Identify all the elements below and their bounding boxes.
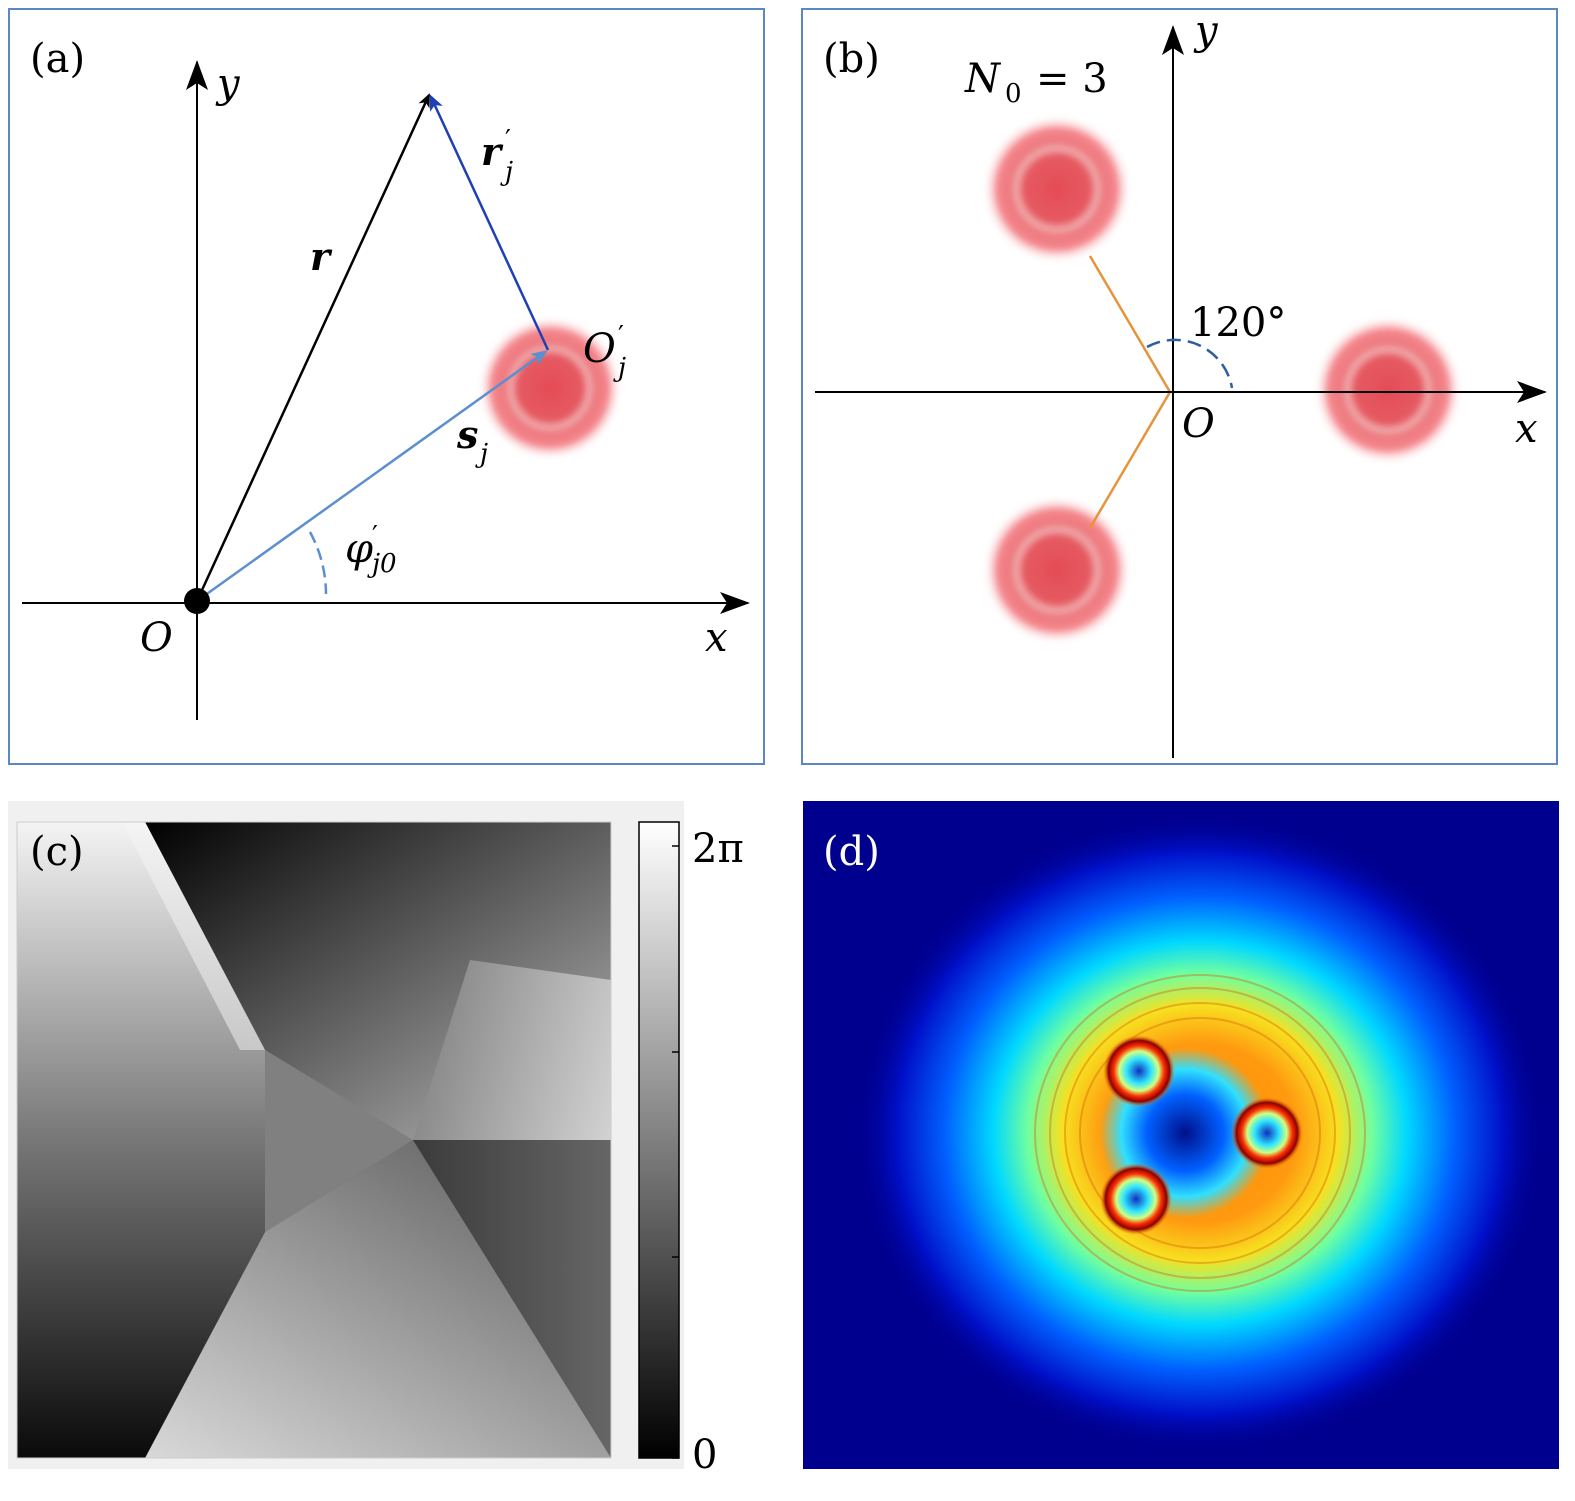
label-x-b: x	[1515, 406, 1538, 452]
vortex-1	[1103, 1035, 1175, 1107]
vortex-2	[1231, 1097, 1303, 1169]
vector-r-prime	[429, 94, 550, 351]
label-N0-base: N	[964, 56, 1002, 102]
label-origin-b: O	[1182, 401, 1215, 447]
label-origin-a: O	[140, 615, 173, 661]
panel-a-tag: (a)	[30, 36, 85, 82]
orange-line-upper	[1088, 255, 1172, 393]
beam-spot-2	[1314, 316, 1462, 464]
phase-map	[17, 822, 611, 1458]
angle-arc	[308, 531, 328, 595]
origin-dot	[184, 588, 210, 614]
label-angle-120: 120°	[1190, 300, 1286, 346]
beam-spot-1	[983, 115, 1131, 263]
label-r-prime-sup: ′	[505, 125, 511, 155]
vector-r	[195, 93, 431, 602]
label-y-b: y	[1193, 8, 1219, 54]
panel-b: (b) N 0 = 3 120° y x O	[801, 8, 1558, 765]
label-phi-sub: j0	[367, 549, 397, 579]
label-phi-base: φ	[345, 526, 373, 572]
colorbar-min-label: 0	[692, 1432, 717, 1478]
colorbar-ticks	[672, 845, 679, 1459]
label-O-prime-base: O	[583, 326, 616, 372]
label-x-a: x	[705, 615, 728, 661]
beam-spot	[478, 316, 622, 460]
phase-map-frame	[16, 821, 612, 1459]
colorbar-max-label: 2π	[692, 826, 744, 872]
label-N0-value: = 3	[1036, 56, 1108, 102]
orange-line-lower	[1088, 391, 1172, 529]
panel-c: (c) 2π 0	[8, 801, 744, 1478]
vector-s	[196, 350, 548, 603]
panel-d: (d)	[803, 801, 1559, 1469]
label-r-prime-base: r	[481, 129, 504, 174]
label-phi: φ ′ j0	[345, 521, 397, 579]
panel-c-tag: (c)	[30, 829, 84, 875]
panel-a-frame	[8, 8, 765, 765]
angle-arc-b	[1146, 338, 1234, 389]
intensity-map	[855, 813, 1545, 1453]
panel-a: (a) y x O r r ′ j O ′ j s j	[8, 8, 765, 765]
label-O-prime-sup: ′	[618, 321, 624, 351]
interference-rings	[1034, 974, 1366, 1292]
label-phi-sup: ′	[372, 521, 378, 551]
beam-spot-3	[983, 496, 1131, 644]
label-N0-sub: 0	[1005, 79, 1022, 109]
panel-b-tag: (b)	[823, 36, 880, 82]
colorbar	[638, 821, 680, 1459]
vortex-3	[1100, 1163, 1172, 1235]
label-s-base: s	[456, 412, 478, 457]
panel-d-tag: (d)	[823, 829, 880, 875]
label-r: r	[310, 234, 333, 279]
label-y-a: y	[215, 61, 241, 107]
label-N0: N 0 = 3	[964, 56, 1108, 109]
